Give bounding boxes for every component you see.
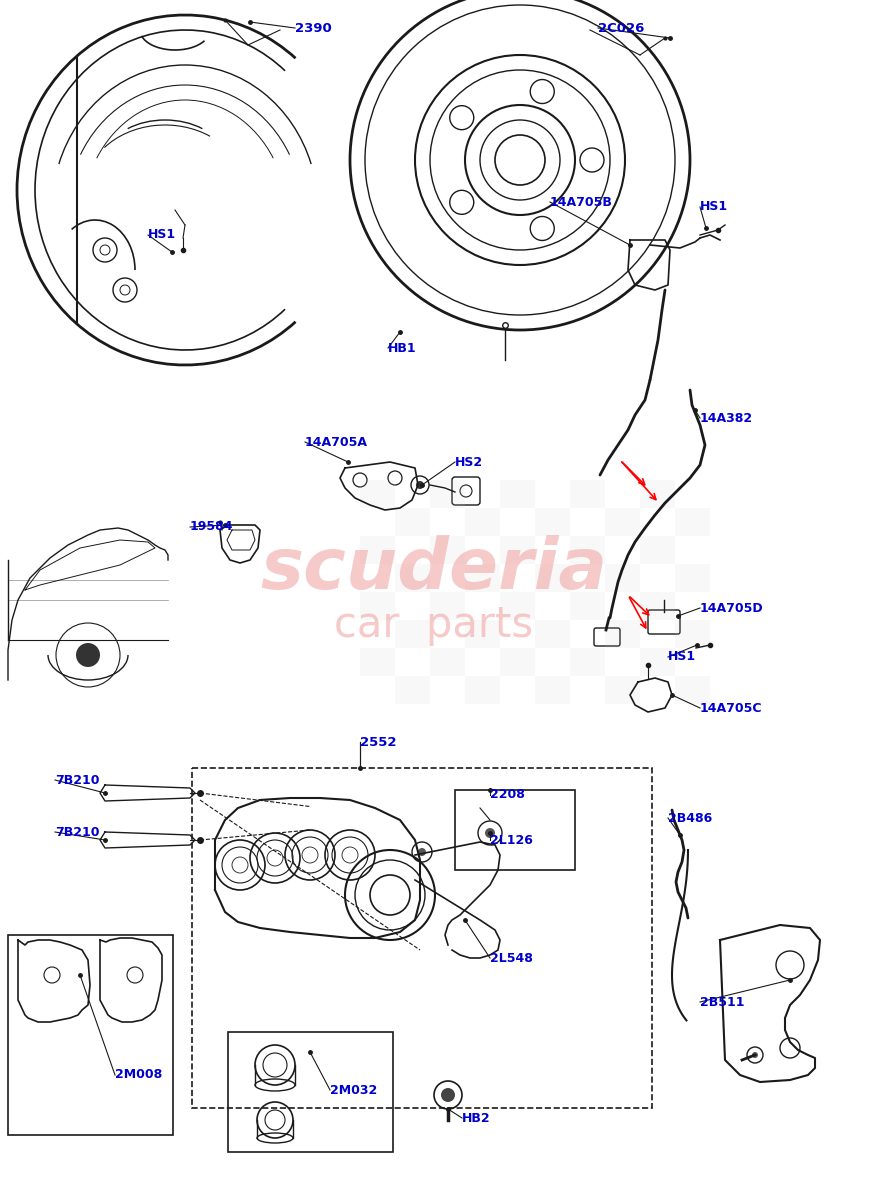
Bar — [640, 592, 675, 620]
Bar — [535, 508, 570, 536]
Bar — [395, 620, 430, 648]
Text: HS1: HS1 — [668, 650, 696, 664]
Bar — [360, 536, 395, 564]
Text: 14A705C: 14A705C — [700, 702, 762, 714]
Bar — [465, 676, 500, 704]
Bar — [675, 620, 710, 648]
Bar — [570, 480, 605, 508]
Bar — [675, 508, 710, 536]
Bar — [430, 648, 465, 676]
Bar — [465, 620, 500, 648]
Bar — [570, 592, 605, 620]
Bar — [500, 592, 535, 620]
Bar — [605, 508, 640, 536]
Circle shape — [418, 848, 426, 856]
Bar — [395, 508, 430, 536]
Bar — [360, 480, 395, 508]
Bar — [535, 564, 570, 592]
Circle shape — [76, 643, 100, 667]
Bar — [360, 648, 395, 676]
Bar — [535, 620, 570, 648]
Text: 14A705D: 14A705D — [700, 601, 764, 614]
Circle shape — [416, 481, 424, 490]
Bar — [500, 648, 535, 676]
Bar — [430, 480, 465, 508]
Text: 2L126: 2L126 — [490, 834, 533, 846]
Bar — [640, 536, 675, 564]
Text: HS1: HS1 — [700, 200, 728, 214]
Text: 2M032: 2M032 — [330, 1084, 377, 1097]
Bar — [430, 592, 465, 620]
Text: 2B511: 2B511 — [700, 996, 745, 1008]
Bar — [465, 564, 500, 592]
Text: 2M008: 2M008 — [115, 1068, 163, 1081]
Bar — [8, 935, 173, 1135]
Bar — [500, 480, 535, 508]
Text: 2208: 2208 — [490, 788, 525, 802]
Bar — [360, 592, 395, 620]
Circle shape — [485, 828, 495, 838]
Bar — [430, 536, 465, 564]
Text: HS1: HS1 — [148, 228, 176, 241]
Bar — [605, 564, 640, 592]
Bar — [395, 564, 430, 592]
Text: HS2: HS2 — [455, 456, 483, 468]
Bar — [570, 536, 605, 564]
Circle shape — [441, 1088, 455, 1102]
Text: 2C026: 2C026 — [598, 22, 645, 35]
Bar — [675, 564, 710, 592]
Text: 7B210: 7B210 — [55, 826, 99, 839]
Bar — [228, 1032, 393, 1152]
Circle shape — [752, 1052, 758, 1058]
Text: car  parts: car parts — [335, 604, 534, 646]
Bar — [465, 508, 500, 536]
Text: HB2: HB2 — [462, 1111, 491, 1124]
Text: 2390: 2390 — [295, 22, 332, 35]
Bar — [535, 676, 570, 704]
Bar — [605, 620, 640, 648]
Text: HB1: HB1 — [388, 342, 416, 354]
Bar — [570, 648, 605, 676]
Bar — [500, 536, 535, 564]
Bar — [640, 648, 675, 676]
Text: 19584: 19584 — [190, 521, 234, 534]
Text: 14A382: 14A382 — [700, 412, 753, 425]
Text: 7B210: 7B210 — [55, 774, 99, 786]
Bar — [395, 676, 430, 704]
Bar — [605, 676, 640, 704]
Bar — [675, 676, 710, 704]
Text: 14A705B: 14A705B — [550, 196, 613, 209]
Text: 2552: 2552 — [360, 736, 396, 749]
Text: 14A705A: 14A705A — [305, 436, 368, 449]
Text: scuderia: scuderia — [261, 535, 607, 605]
Bar — [455, 790, 575, 870]
Text: 2B486: 2B486 — [668, 811, 713, 824]
Bar — [192, 768, 652, 1108]
Bar — [640, 480, 675, 508]
Text: 2L548: 2L548 — [490, 952, 533, 965]
